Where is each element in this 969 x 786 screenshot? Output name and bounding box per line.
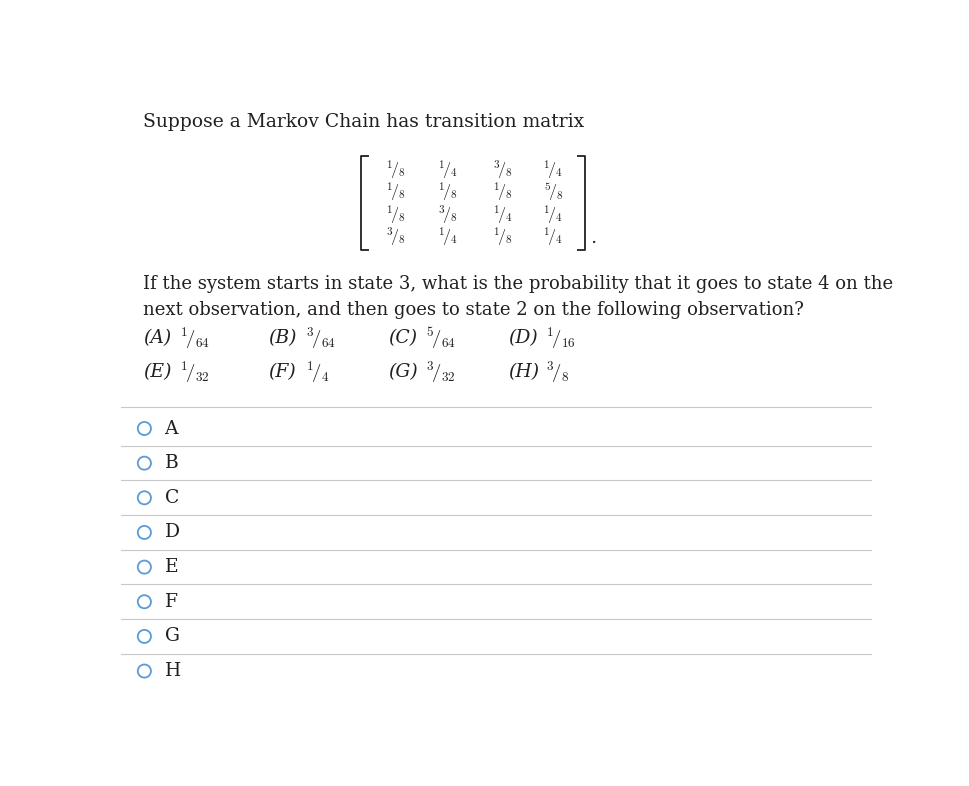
Text: (D): (D) [509, 329, 539, 347]
Text: E: E [165, 558, 178, 576]
Text: $^1\!/_8$: $^1\!/_8$ [387, 181, 406, 204]
Text: $^1\!/_4$: $^1\!/_4$ [493, 204, 514, 226]
Text: F: F [165, 593, 177, 611]
Text: If the system starts in state 3, what is the probability that it goes to state 4: If the system starts in state 3, what is… [142, 274, 893, 292]
Text: $^1\!/_4$: $^1\!/_4$ [544, 159, 564, 181]
Text: .: . [590, 229, 596, 247]
Text: (C): (C) [389, 329, 418, 347]
Text: $^1\!/_{{64}}$: $^1\!/_{{64}}$ [180, 325, 210, 351]
Text: $^3\!/_{{64}}$: $^3\!/_{{64}}$ [305, 325, 335, 351]
Text: A: A [165, 420, 178, 438]
Text: $^1\!/_4$: $^1\!/_4$ [438, 159, 458, 181]
Text: $^1\!/_8$: $^1\!/_8$ [387, 159, 406, 181]
Text: $^1\!/_8$: $^1\!/_8$ [493, 226, 514, 248]
Text: $^1\!/_8$: $^1\!/_8$ [493, 181, 514, 204]
Text: $^1\!/_{32}$: $^1\!/_{32}$ [180, 359, 209, 385]
Text: $^3\!/_8$: $^3\!/_8$ [438, 204, 458, 226]
Text: (F): (F) [268, 363, 297, 381]
Text: Suppose a Markov Chain has transition matrix: Suppose a Markov Chain has transition ma… [142, 113, 584, 130]
Text: B: B [165, 454, 178, 472]
Text: $^5\!/_8$: $^5\!/_8$ [544, 182, 564, 203]
Text: $^1\!/_4$: $^1\!/_4$ [305, 359, 328, 385]
Text: $^3\!/_8$: $^3\!/_8$ [387, 226, 406, 248]
Text: $^1\!/_{16}$: $^1\!/_{16}$ [546, 325, 576, 351]
Text: D: D [165, 523, 179, 542]
Text: $^3\!/_8$: $^3\!/_8$ [493, 159, 514, 181]
Text: (G): (G) [389, 363, 419, 381]
Text: $^1\!/_4$: $^1\!/_4$ [544, 204, 564, 226]
Text: (A): (A) [142, 329, 172, 347]
Text: C: C [165, 489, 179, 507]
Text: H: H [165, 662, 181, 680]
Text: (E): (E) [142, 363, 172, 381]
Text: $^3\!/_8$: $^3\!/_8$ [546, 359, 569, 385]
Text: (B): (B) [268, 329, 297, 347]
Text: $^3\!/_{32}$: $^3\!/_{32}$ [425, 359, 455, 385]
Text: $^1\!/_4$: $^1\!/_4$ [438, 226, 458, 248]
Text: $^1\!/_8$: $^1\!/_8$ [438, 181, 458, 204]
Text: next observation, and then goes to state 2 on the following observation?: next observation, and then goes to state… [142, 301, 803, 318]
Text: G: G [165, 627, 179, 645]
Text: $^1\!/_8$: $^1\!/_8$ [387, 204, 406, 226]
Text: $^1\!/_4$: $^1\!/_4$ [544, 226, 564, 248]
Text: $^5\!/_{{64}}$: $^5\!/_{{64}}$ [425, 325, 455, 351]
Text: (H): (H) [509, 363, 540, 381]
